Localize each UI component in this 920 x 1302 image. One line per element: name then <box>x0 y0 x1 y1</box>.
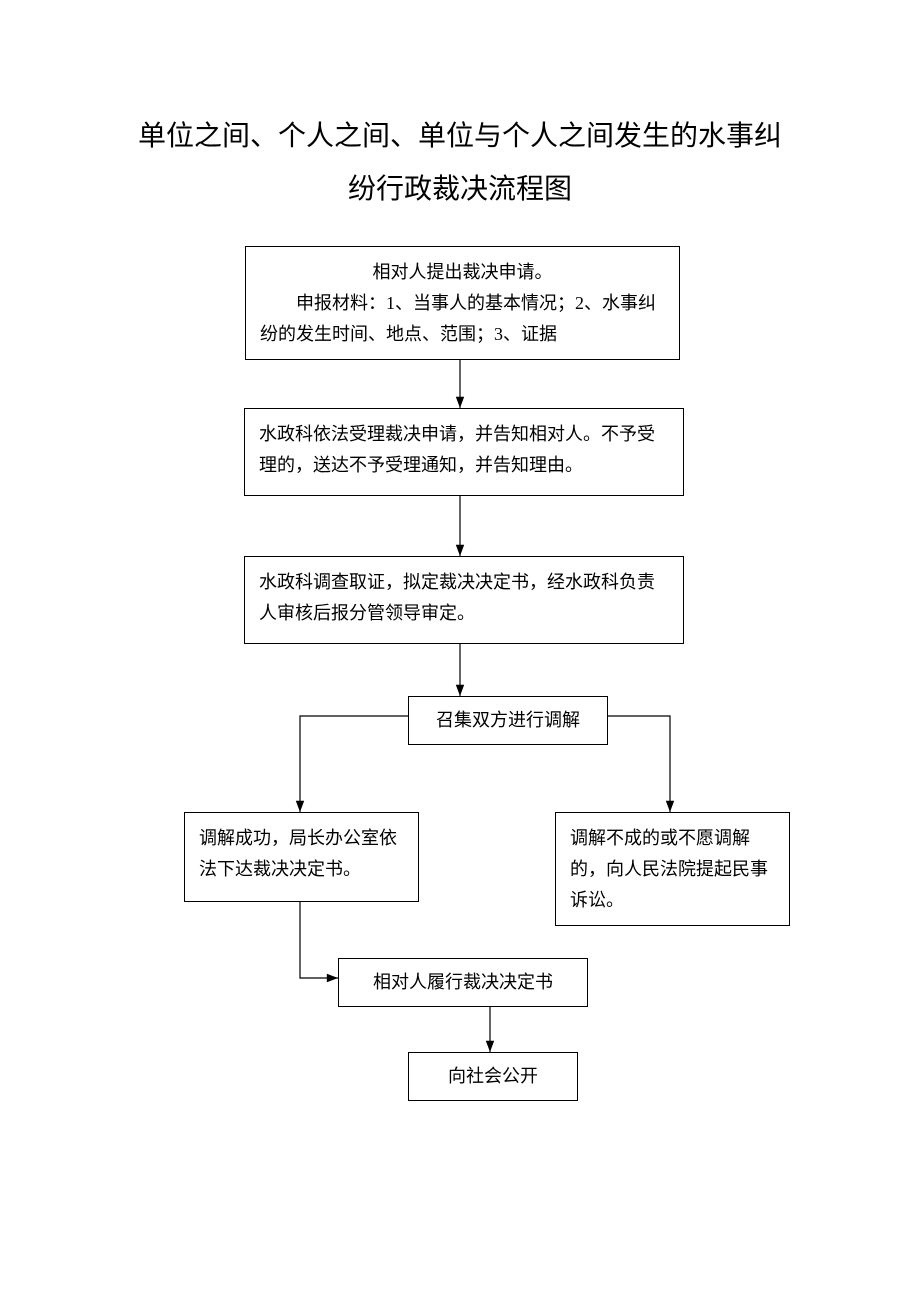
node-application-line2: 申报材料：1、当事人的基本情况；2、水事纠纷的发生时间、地点、范围；3、证据 <box>260 288 665 349</box>
node-failure: 调解不成的或不愿调解的，向人民法院提起民事诉讼。 <box>555 812 790 926</box>
node-publish: 向社会公开 <box>408 1052 578 1101</box>
node-fulfillment: 相对人履行裁决决定书 <box>338 958 588 1007</box>
node-mediation-text: 召集双方进行调解 <box>436 710 580 730</box>
node-success: 调解成功，局长办公室依法下达裁决决定书。 <box>184 812 419 902</box>
title-line-2: 纷行政裁决流程图 <box>348 174 572 205</box>
node-fulfillment-text: 相对人履行裁决决定书 <box>373 972 553 992</box>
node-application: 相对人提出裁决申请。 申报材料：1、当事人的基本情况；2、水事纠纷的发生时间、地… <box>245 246 680 360</box>
node-success-text: 调解成功，局长办公室依法下达裁决决定书。 <box>199 828 397 879</box>
node-acceptance-text: 水政科依法受理裁决申请，并告知相对人。不予受理的，送达不予受理通知，并告知理由。 <box>259 424 655 475</box>
node-investigation-text: 水政科调查取证，拟定裁决决定书，经水政科负责人审核后报分管领导审定。 <box>259 572 655 623</box>
document-title: 单位之间、个人之间、单位与个人之间发生的水事纠 纷行政裁决流程图 <box>0 0 920 216</box>
node-publish-text: 向社会公开 <box>448 1066 538 1086</box>
node-application-line1: 相对人提出裁决申请。 <box>260 257 665 288</box>
node-acceptance: 水政科依法受理裁决申请，并告知相对人。不予受理的，送达不予受理通知，并告知理由。 <box>244 408 684 496</box>
node-investigation: 水政科调查取证，拟定裁决决定书，经水政科负责人审核后报分管领导审定。 <box>244 556 684 644</box>
node-failure-text: 调解不成的或不愿调解的，向人民法院提起民事诉讼。 <box>570 828 768 909</box>
title-line-1: 单位之间、个人之间、单位与个人之间发生的水事纠 <box>138 121 782 152</box>
node-mediation: 召集双方进行调解 <box>408 696 608 745</box>
flowchart-container: 相对人提出裁决申请。 申报材料：1、当事人的基本情况；2、水事纠纷的发生时间、地… <box>0 216 920 1216</box>
